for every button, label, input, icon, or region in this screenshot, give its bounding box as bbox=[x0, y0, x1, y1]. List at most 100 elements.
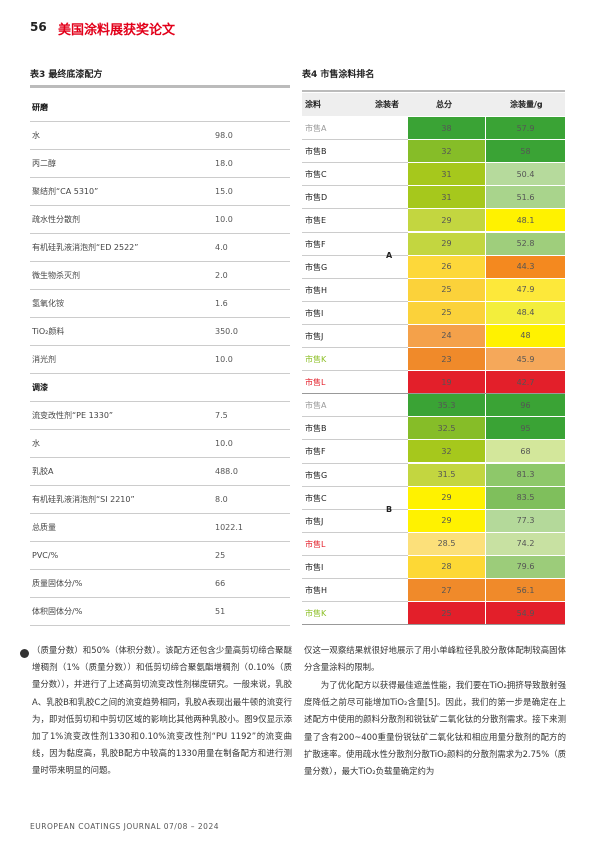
row-label: 有机硅乳液消泡剂“ED 2522” bbox=[32, 243, 139, 252]
row-value: 10.0 bbox=[215, 215, 233, 224]
score-cell: 29 bbox=[408, 209, 485, 232]
row-rule bbox=[302, 370, 408, 372]
amount-cell: 83.5 bbox=[486, 486, 565, 509]
score-cell: 28 bbox=[408, 555, 485, 578]
applicator: B bbox=[386, 504, 393, 514]
page-number: 56 bbox=[30, 20, 47, 34]
amount-cell: 48 bbox=[486, 324, 565, 347]
row-rule bbox=[302, 485, 408, 487]
row-rule bbox=[30, 233, 290, 234]
row-rule bbox=[302, 531, 408, 533]
amount-cell: 96 bbox=[486, 394, 565, 417]
row-label: 质量固体分/% bbox=[32, 579, 83, 588]
row-rule bbox=[30, 149, 290, 150]
row-value: 2.0 bbox=[215, 271, 228, 280]
paint-name: 市售G bbox=[305, 262, 328, 272]
footer: EUROPEAN COATINGS JOURNAL 07/08 – 2024 bbox=[30, 822, 219, 831]
row-label: 水 bbox=[32, 439, 40, 448]
score-cell: 26 bbox=[408, 255, 485, 278]
row-label: 流变改性剂“PE 1330” bbox=[32, 411, 114, 420]
score-cell: 31 bbox=[408, 186, 485, 209]
row-rule bbox=[302, 277, 408, 279]
row-label: 消光剂 bbox=[32, 355, 56, 364]
bullet-icon bbox=[20, 649, 29, 658]
row-value: 51 bbox=[215, 607, 226, 616]
row-rule bbox=[30, 205, 290, 206]
row-rule bbox=[30, 289, 290, 290]
row-label: 水 bbox=[32, 131, 40, 140]
row-value: 350.0 bbox=[215, 327, 238, 336]
amount-cell: 48.4 bbox=[486, 301, 565, 324]
amount-cell: 57.9 bbox=[486, 117, 565, 140]
row-value: 488.0 bbox=[215, 467, 238, 476]
row-rule bbox=[302, 231, 408, 233]
row-rule bbox=[302, 139, 408, 141]
score-cell: 23 bbox=[408, 348, 485, 371]
amount-cell: 81.3 bbox=[486, 463, 565, 486]
paint-name: 市售K bbox=[305, 355, 327, 364]
column-header: 涂装量/g bbox=[510, 100, 543, 109]
amount-cell: 50.4 bbox=[486, 163, 565, 186]
row-label: 乳胶A bbox=[32, 467, 54, 476]
paint-name: 市售A bbox=[305, 401, 327, 411]
amount-cell: 77.3 bbox=[486, 509, 565, 532]
paint-name: 市售E bbox=[305, 216, 327, 226]
column-header: 涂料 bbox=[305, 100, 321, 109]
amount-cell: 68 bbox=[486, 440, 565, 463]
paint-name: 市售C bbox=[305, 493, 327, 503]
score-cell: 32 bbox=[408, 140, 485, 163]
row-value: 7.5 bbox=[215, 411, 228, 420]
section-heading: 研磨 bbox=[32, 103, 48, 112]
row-value: 4.0 bbox=[215, 243, 228, 252]
paint-name: 市售F bbox=[305, 447, 326, 457]
paint-name: 市售C bbox=[305, 170, 327, 180]
score-cell: 25 bbox=[408, 278, 485, 301]
column-header: 总分 bbox=[436, 100, 452, 109]
applicator: A bbox=[386, 250, 393, 260]
row-rule bbox=[302, 601, 408, 603]
row-label: 微生物杀灭剂 bbox=[32, 271, 80, 280]
row-rule bbox=[302, 416, 408, 418]
amount-cell: 52.8 bbox=[486, 232, 565, 255]
paint-name: 市售H bbox=[305, 586, 328, 595]
paint-name: 市售B bbox=[305, 147, 327, 157]
score-cell: 24 bbox=[408, 324, 485, 347]
row-value: 98.0 bbox=[215, 131, 233, 140]
row-rule bbox=[30, 485, 290, 486]
row-value: 1.6 bbox=[215, 299, 228, 308]
row-value: 1022.1 bbox=[215, 523, 243, 532]
row-rule bbox=[302, 554, 408, 556]
amount-cell: 56.1 bbox=[486, 579, 565, 602]
amount-cell: 95 bbox=[486, 417, 565, 440]
score-cell: 35.3 bbox=[408, 394, 485, 417]
group-rule bbox=[302, 624, 565, 626]
row-rule bbox=[30, 373, 290, 374]
row-label: 体积固体分/% bbox=[32, 607, 83, 616]
row-rule bbox=[30, 429, 290, 430]
amount-cell: 44.3 bbox=[486, 255, 565, 278]
row-rule bbox=[30, 177, 290, 178]
amount-cell: 45.9 bbox=[486, 348, 565, 371]
row-rule bbox=[30, 569, 290, 570]
header-title: 美国涂料展获奖论文 bbox=[58, 23, 176, 38]
row-label: 氢氧化铵 bbox=[32, 299, 64, 308]
row-rule bbox=[302, 462, 408, 464]
row-value: 18.0 bbox=[215, 159, 233, 168]
score-cell: 29 bbox=[408, 232, 485, 255]
score-cell: 28.5 bbox=[408, 532, 485, 555]
row-rule bbox=[30, 317, 290, 318]
row-rule bbox=[302, 323, 408, 325]
table3-title: 表3 最终底漆配方 bbox=[30, 70, 103, 80]
paint-name: 市售J bbox=[305, 331, 324, 341]
row-rule bbox=[302, 439, 408, 441]
row-label: 聚结剂“CA 5310” bbox=[32, 187, 99, 196]
group-rule bbox=[302, 393, 565, 395]
row-rule bbox=[30, 457, 290, 458]
row-label: 疏水性分散剂 bbox=[32, 215, 80, 224]
row-value: 15.0 bbox=[215, 187, 233, 196]
row-label: 总质量 bbox=[32, 523, 56, 532]
score-cell: 25 bbox=[408, 602, 485, 625]
row-value: 25 bbox=[215, 551, 226, 560]
row-rule bbox=[30, 597, 290, 598]
paint-name: 市售L bbox=[305, 539, 326, 549]
